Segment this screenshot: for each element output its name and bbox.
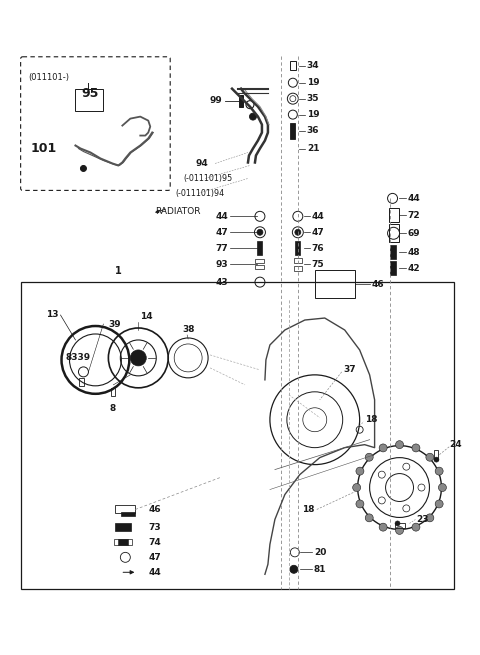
Circle shape <box>426 453 434 461</box>
Circle shape <box>257 229 263 235</box>
Text: 39: 39 <box>108 320 121 329</box>
Text: 81: 81 <box>314 565 326 574</box>
Bar <box>21 282 455 590</box>
Text: RADIATOR: RADIATOR <box>155 207 201 216</box>
Text: 77: 77 <box>216 244 228 253</box>
Text: (-011101)94: (-011101)94 <box>175 189 224 198</box>
Text: 94: 94 <box>195 159 208 168</box>
Text: 23: 23 <box>417 515 429 524</box>
Circle shape <box>396 441 404 449</box>
Circle shape <box>356 467 364 475</box>
Bar <box>239 95 243 107</box>
FancyBboxPatch shape <box>21 57 170 191</box>
Circle shape <box>130 350 146 366</box>
Text: 21: 21 <box>307 144 319 153</box>
Text: 44: 44 <box>408 194 420 203</box>
Text: 46: 46 <box>148 505 161 514</box>
Bar <box>79 378 84 386</box>
Bar <box>389 224 398 242</box>
Circle shape <box>395 521 400 526</box>
Bar <box>294 257 302 263</box>
Text: 14: 14 <box>140 312 153 320</box>
Text: 47: 47 <box>312 228 324 236</box>
Text: 20: 20 <box>314 548 326 557</box>
Bar <box>121 512 135 516</box>
Circle shape <box>435 500 443 508</box>
Bar <box>434 449 438 460</box>
Text: 48: 48 <box>408 248 420 257</box>
Circle shape <box>412 444 420 452</box>
Bar <box>115 523 132 531</box>
Bar <box>389 208 398 222</box>
Text: (011101-): (011101-) <box>29 73 70 82</box>
Circle shape <box>295 229 301 235</box>
Circle shape <box>353 483 360 491</box>
Text: 95: 95 <box>82 86 99 100</box>
Bar <box>111 388 115 396</box>
Text: 34: 34 <box>307 62 319 70</box>
Circle shape <box>379 523 387 531</box>
Text: 24: 24 <box>449 440 462 449</box>
Text: (-011101)95: (-011101)95 <box>183 174 232 183</box>
Text: 18: 18 <box>365 415 377 424</box>
Text: 13: 13 <box>46 310 59 318</box>
Circle shape <box>365 453 373 461</box>
Text: 18: 18 <box>302 505 314 514</box>
Bar <box>295 241 300 255</box>
Text: 93: 93 <box>216 259 228 269</box>
Circle shape <box>396 527 404 534</box>
Text: 8339: 8339 <box>65 354 91 362</box>
Circle shape <box>438 483 446 491</box>
Bar <box>119 539 128 546</box>
Text: 8: 8 <box>109 403 116 413</box>
Text: 75: 75 <box>312 259 324 269</box>
Text: 35: 35 <box>307 94 319 103</box>
Text: 36: 36 <box>307 126 319 135</box>
Text: 1: 1 <box>115 266 122 276</box>
Text: 38: 38 <box>182 326 195 335</box>
Text: 42: 42 <box>408 264 420 272</box>
Text: 43: 43 <box>216 278 228 287</box>
Text: 76: 76 <box>312 244 324 253</box>
Text: 101: 101 <box>31 142 57 155</box>
Text: 74: 74 <box>148 538 161 547</box>
Bar <box>290 62 296 70</box>
Bar <box>390 261 396 275</box>
Text: 44: 44 <box>312 212 324 221</box>
Text: 47: 47 <box>216 228 228 236</box>
Circle shape <box>356 500 364 508</box>
Bar <box>290 122 295 139</box>
Circle shape <box>250 113 256 120</box>
Bar <box>255 265 264 269</box>
Bar <box>315 270 355 298</box>
Circle shape <box>290 565 298 573</box>
Text: 37: 37 <box>344 365 356 375</box>
Bar <box>75 88 103 111</box>
Circle shape <box>379 444 387 452</box>
Text: 44: 44 <box>148 568 161 577</box>
Bar <box>115 506 135 514</box>
Text: 69: 69 <box>408 229 420 238</box>
Text: 72: 72 <box>408 211 420 220</box>
Circle shape <box>426 514 434 522</box>
Circle shape <box>434 457 439 462</box>
Bar <box>395 523 405 528</box>
Text: 19: 19 <box>307 78 319 87</box>
Text: 99: 99 <box>209 96 222 105</box>
Bar <box>257 241 263 255</box>
Circle shape <box>435 467 443 475</box>
Text: 73: 73 <box>148 523 161 532</box>
Text: 44: 44 <box>216 212 228 221</box>
Bar <box>390 245 396 259</box>
Circle shape <box>365 514 373 522</box>
Text: 19: 19 <box>307 110 319 119</box>
Text: 47: 47 <box>148 553 161 562</box>
Bar <box>114 539 132 546</box>
Circle shape <box>412 523 420 531</box>
Bar <box>255 259 264 263</box>
Bar <box>294 266 302 271</box>
Text: 46: 46 <box>372 280 384 289</box>
Circle shape <box>81 166 86 172</box>
